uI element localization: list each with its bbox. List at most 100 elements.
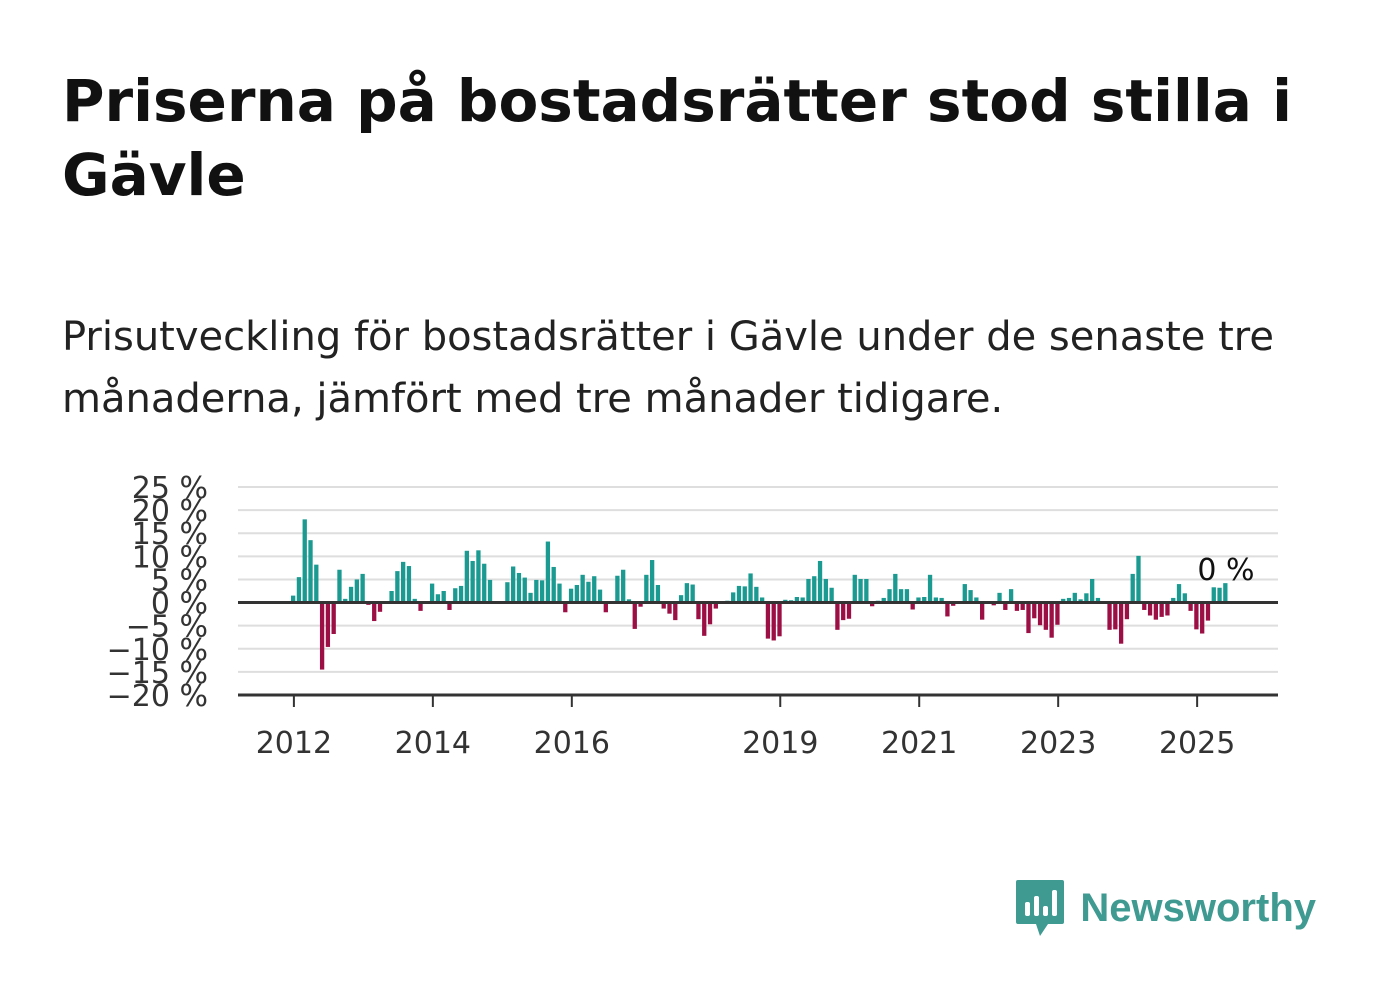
bar (1078, 599, 1083, 603)
bar (916, 597, 921, 603)
bar (823, 578, 828, 603)
bar (528, 592, 533, 603)
bar (1107, 602, 1112, 630)
y-tick-label: 15 % (132, 517, 208, 552)
bar (621, 569, 626, 603)
bar (441, 591, 446, 603)
bar (962, 584, 967, 603)
bar (435, 594, 441, 603)
bar (777, 602, 782, 637)
y-tick-label: 20 % (132, 494, 208, 529)
chart-title: Priserna på bostadsrätter stod stilla i … (62, 67, 1292, 209)
y-tick-label: −10 % (107, 633, 208, 668)
bar (389, 591, 394, 603)
bar (615, 575, 620, 603)
y-tick-label: 0 % (151, 587, 208, 622)
bar (1061, 598, 1066, 603)
bar (673, 602, 678, 621)
bar (684, 583, 690, 603)
bar (638, 602, 643, 607)
bar (314, 564, 319, 603)
bar (1072, 592, 1077, 603)
bar (1223, 583, 1228, 603)
bar (401, 561, 406, 603)
brand-logo[interactable]: Newsworthy (1014, 878, 1316, 938)
bar (557, 583, 562, 603)
bar (1118, 602, 1124, 644)
bar (1124, 602, 1130, 620)
bar (476, 550, 481, 603)
bar (545, 541, 551, 603)
bar (864, 578, 869, 603)
bar (644, 574, 649, 603)
bar (331, 602, 336, 634)
bar (453, 588, 458, 603)
bar (846, 602, 852, 619)
bar (603, 602, 608, 613)
bar (765, 602, 771, 639)
bar (418, 602, 423, 611)
bar (939, 597, 944, 603)
bar (470, 560, 475, 603)
bar (511, 566, 516, 603)
x-tick-label: 2016 (534, 726, 610, 761)
bar (910, 602, 915, 610)
bar (291, 595, 296, 603)
bar (1159, 602, 1164, 617)
bar (1188, 602, 1193, 611)
bar (771, 602, 776, 641)
bar (319, 602, 325, 670)
bar (1008, 589, 1014, 603)
bar (1026, 602, 1031, 634)
bar (661, 602, 666, 609)
bar (1049, 602, 1054, 638)
bar (551, 566, 556, 603)
bar (412, 598, 417, 603)
bar (1194, 602, 1199, 630)
x-tick-label: 2012 (256, 726, 332, 761)
bar (568, 588, 574, 603)
grid-lines (238, 486, 1278, 673)
bar (951, 602, 956, 606)
bar (1217, 587, 1222, 603)
bar (429, 583, 435, 603)
x-tick-label: 2014 (395, 726, 471, 761)
bar (898, 589, 904, 603)
bar (302, 519, 307, 603)
bar (1043, 602, 1048, 630)
bar (887, 589, 892, 603)
bar (337, 569, 342, 603)
bar (360, 573, 365, 603)
bar (343, 598, 348, 603)
bar (731, 592, 736, 603)
bar (580, 574, 585, 603)
y-tick-label: 10 % (132, 540, 208, 575)
bar (870, 602, 875, 607)
bar (1084, 593, 1089, 603)
bar (690, 584, 695, 603)
axes (238, 601, 1278, 697)
bar (817, 560, 823, 603)
bar (713, 602, 718, 609)
bar (1200, 602, 1205, 634)
bar (296, 577, 302, 603)
y-tick-label: 25 % (132, 471, 208, 506)
bar (1142, 602, 1147, 610)
bar (997, 592, 1002, 603)
bar (968, 590, 973, 603)
bar (812, 576, 817, 603)
bar-chart: 25 %20 %15 %10 %5 %0 %−5 %−10 %−15 %−20 … (107, 471, 1278, 761)
bar (649, 560, 655, 603)
bar (707, 602, 713, 625)
bar (632, 602, 637, 629)
y-tick-label: −20 % (107, 679, 208, 714)
bar (667, 602, 672, 614)
bar (893, 573, 898, 603)
bar (881, 597, 886, 603)
bar (742, 586, 747, 603)
bar (927, 574, 933, 603)
bar (354, 579, 359, 603)
bar (522, 577, 527, 603)
bar (933, 597, 938, 603)
bar (974, 597, 979, 603)
